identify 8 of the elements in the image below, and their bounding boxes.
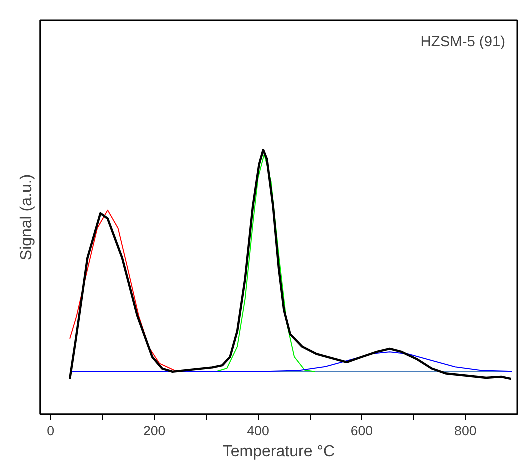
x-tick-label: 400 [247,424,270,438]
x-tick-label: 800 [454,424,477,438]
y-axis-title: Signal (a.u.) [18,174,36,261]
x-axis-title: Temperature °C [222,444,336,460]
x-tick-label: 0 [47,424,55,438]
x-tick-label: 600 [350,424,374,438]
text: HZSM-5 (91) [420,34,506,50]
x-tick-label: 200 [143,424,166,438]
